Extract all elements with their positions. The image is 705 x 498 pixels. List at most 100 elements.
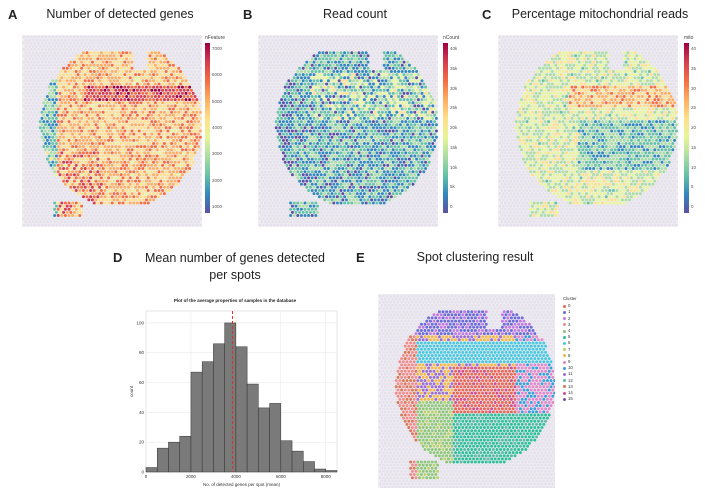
- spot: [168, 132, 172, 136]
- spot: [128, 76, 132, 80]
- spot: [328, 51, 332, 55]
- spot: [96, 195, 100, 199]
- spot: [26, 135, 30, 139]
- spot: [406, 54, 410, 58]
- spot: [350, 51, 354, 55]
- spot: [119, 98, 123, 102]
- spot: [164, 51, 168, 55]
- spot: [159, 73, 163, 77]
- spot: [103, 63, 107, 67]
- spot: [189, 113, 193, 117]
- spot: [121, 195, 125, 199]
- spot: [92, 132, 96, 136]
- spot: [434, 54, 438, 58]
- spot: [98, 104, 102, 108]
- spot: [65, 60, 69, 64]
- spot: [292, 138, 296, 142]
- spot: [258, 148, 262, 152]
- spot: [139, 170, 143, 174]
- spot: [119, 54, 123, 58]
- spot: [420, 91, 424, 95]
- spot: [398, 60, 402, 64]
- spot: [83, 91, 87, 95]
- spot: [303, 88, 307, 92]
- spot: [384, 116, 388, 120]
- spot: [99, 113, 103, 117]
- spot: [42, 132, 46, 136]
- spot: [146, 38, 150, 42]
- spot: [197, 207, 201, 211]
- spot: [38, 63, 42, 67]
- spot: [31, 214, 35, 217]
- spot: [416, 129, 420, 133]
- spot: [54, 104, 58, 108]
- spot: [373, 142, 377, 145]
- spot: [49, 157, 53, 161]
- spot: [189, 126, 193, 130]
- spot: [107, 38, 111, 42]
- spot: [325, 113, 329, 117]
- spot: [117, 132, 121, 136]
- spot: [343, 70, 347, 73]
- spot: [116, 85, 120, 89]
- spot: [63, 63, 67, 67]
- spot: [283, 135, 287, 139]
- spot: [116, 192, 120, 196]
- spot: [179, 220, 183, 224]
- spot: [45, 76, 49, 80]
- spot: [429, 126, 433, 130]
- spot: [323, 60, 327, 64]
- spot: [164, 38, 168, 42]
- spot: [332, 82, 336, 86]
- spot: [371, 76, 375, 80]
- spot: [51, 192, 55, 196]
- spot: [92, 38, 96, 42]
- spot: [65, 204, 69, 208]
- spot: [143, 63, 147, 67]
- spot: [373, 135, 377, 139]
- spot: [63, 151, 67, 155]
- spot: [132, 120, 136, 124]
- spot: [398, 154, 402, 158]
- spot: [393, 113, 397, 117]
- spot: [193, 76, 197, 80]
- spot: [316, 142, 320, 145]
- spot: [92, 176, 96, 180]
- spot: [150, 170, 154, 174]
- spot: [409, 60, 413, 64]
- spot: [146, 195, 150, 199]
- spot: [146, 44, 150, 48]
- spot: [134, 154, 138, 158]
- spot: [62, 217, 66, 221]
- spot: [89, 57, 93, 61]
- spot: [274, 107, 278, 111]
- spot: [126, 217, 130, 221]
- spot: [184, 60, 188, 64]
- spot: [364, 38, 368, 42]
- spot: [121, 138, 125, 142]
- spot: [294, 129, 298, 133]
- spot: [267, 82, 271, 86]
- spot: [83, 85, 87, 89]
- spot: [54, 148, 58, 152]
- spot: [159, 160, 163, 164]
- spot: [62, 223, 66, 227]
- spot: [281, 38, 285, 42]
- spot: [164, 76, 168, 80]
- spot: [143, 88, 147, 92]
- spot: [361, 126, 365, 130]
- spot: [38, 151, 42, 155]
- spot: [94, 192, 98, 196]
- spot: [128, 95, 132, 98]
- spot: [24, 113, 28, 117]
- spot: [128, 82, 132, 86]
- spot: [74, 76, 78, 80]
- spot: [153, 170, 157, 174]
- spot: [260, 51, 264, 55]
- spot: [99, 88, 103, 92]
- spot: [76, 129, 80, 133]
- spot: [377, 135, 381, 139]
- spot: [171, 201, 175, 205]
- spot: [35, 113, 39, 117]
- spot: [132, 63, 136, 67]
